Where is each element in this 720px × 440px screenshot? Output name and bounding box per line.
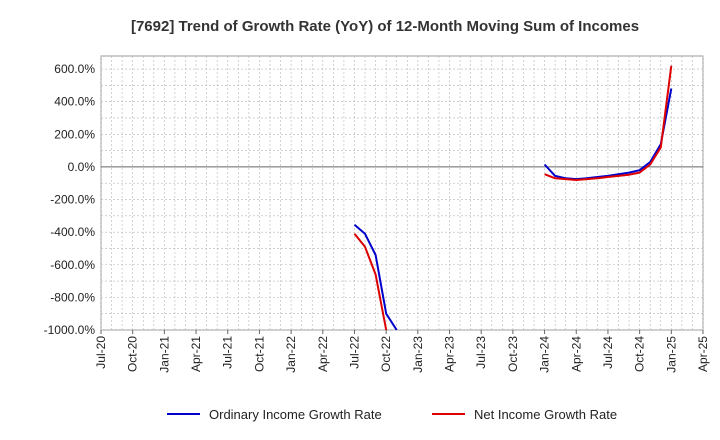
x-tick-label: Oct-22 [379, 336, 393, 372]
x-tick-label: Oct-24 [633, 336, 647, 372]
x-tick-label: Apr-22 [316, 336, 330, 372]
x-tick-label: Jul-21 [221, 336, 235, 369]
y-tick-label: -600.0% [50, 258, 95, 272]
x-tick-label: Oct-21 [252, 336, 266, 372]
series-line-ordinary-income-growth-rate [353, 224, 398, 330]
y-tick-label: 0.0% [68, 160, 96, 174]
x-tick-label: Jan-24 [538, 336, 552, 373]
x-tick-label: Oct-20 [126, 336, 140, 372]
x-tick-label: Apr-25 [696, 336, 710, 372]
x-tick-label: Jul-24 [601, 336, 615, 369]
x-tick-label: Oct-23 [506, 336, 520, 372]
series-lines [353, 65, 673, 330]
y-tick-label: 200.0% [54, 127, 95, 141]
x-tick-label: Apr-24 [569, 336, 583, 372]
legend-label: Ordinary Income Growth Rate [209, 407, 382, 422]
x-axis-ticks: Jul-20 Oct-20 Jan-21 Apr-21 Jul-21 Oct-21 Jan-… [94, 330, 710, 373]
chart-title: [7692] Trend of Growth Rate (YoY) of 12-… [131, 18, 639, 35]
legend-label: Net Income Growth Rate [474, 407, 617, 422]
y-axis-ticks: 600.0% 400.0% 200.0% 0.0% -200.0% -400.0% -600… [44, 62, 96, 337]
x-tick-label: Jul-22 [347, 336, 361, 369]
x-tick-label: Jul-20 [94, 336, 108, 369]
series-line-net-income-growth-rate [353, 233, 388, 330]
legend: Ordinary Income Growth Rate Net Income Gr… [167, 407, 617, 422]
y-tick-label: -400.0% [50, 225, 95, 239]
grid-lines [100, 56, 704, 331]
x-tick-label: Apr-23 [443, 336, 457, 372]
plot-area [100, 55, 704, 331]
y-tick-label: -200.0% [50, 193, 95, 207]
x-tick-label: Jul-23 [474, 336, 488, 369]
y-tick-label: -1000.0% [44, 323, 96, 337]
x-tick-label: Jan-21 [157, 336, 171, 373]
y-tick-label: 600.0% [54, 62, 95, 76]
x-tick-label: Jan-25 [664, 336, 678, 373]
series-line-net-income-growth-rate [544, 65, 673, 181]
y-tick-label: 400.0% [54, 95, 95, 109]
y-tick-label: -800.0% [50, 290, 95, 304]
x-tick-label: Jan-23 [411, 336, 425, 373]
x-tick-label: Apr-21 [189, 336, 203, 372]
x-tick-label: Jan-22 [284, 336, 298, 373]
